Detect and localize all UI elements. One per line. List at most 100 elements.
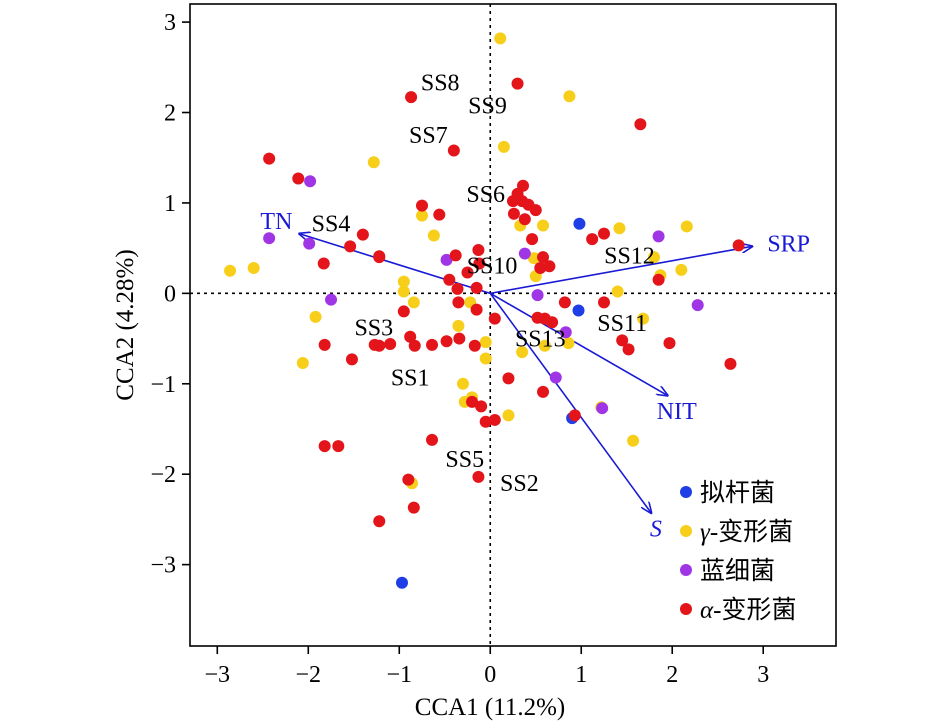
point-series-4 [453, 332, 466, 345]
point-series-4 [472, 470, 485, 483]
point-series-4 [507, 195, 519, 208]
point-series-4 [433, 208, 446, 221]
x-tick-label: −2 [296, 662, 322, 688]
point-series-2 [527, 252, 540, 265]
point-series-2 [680, 220, 693, 233]
point-series-4 [526, 233, 539, 246]
point-series-4 [452, 296, 465, 309]
y-tick-label: 2 [164, 101, 176, 127]
point-series-3 [518, 247, 531, 260]
point-series-4 [466, 395, 479, 408]
site-label-ss3: SS3 [354, 316, 393, 342]
site-label-ss1: SS1 [391, 365, 430, 391]
point-series-4 [473, 257, 486, 270]
site-label-ss8: SS8 [421, 71, 460, 97]
point-series-4 [318, 440, 331, 453]
point-series-2 [479, 352, 492, 365]
point-series-3 [652, 230, 665, 243]
y-axis-title: CCA2 (4.28%) [112, 249, 139, 400]
point-series-4 [543, 260, 556, 273]
point-series-3 [559, 326, 572, 339]
point-series-4 [263, 152, 276, 165]
point-series-4 [537, 385, 550, 398]
point-series-4 [461, 266, 474, 279]
x-axis-title: CCA1 (11.2%) [415, 694, 565, 721]
point-series-1 [572, 304, 585, 317]
point-series-2 [562, 337, 575, 350]
point-series-4 [472, 243, 485, 256]
point-series-2 [247, 262, 260, 275]
point-series-2 [537, 219, 550, 232]
x-tick-label: −1 [386, 662, 412, 688]
legend-label-4: α-变形菌 [700, 596, 796, 624]
plot-area [189, 3, 837, 647]
point-series-2 [637, 312, 650, 325]
point-series-4 [616, 334, 629, 347]
vector-label-nit: NIT [657, 399, 697, 425]
legend-label-3: 蓝细菌 [700, 557, 775, 585]
point-series-1 [573, 217, 586, 230]
point-series-2 [456, 377, 469, 390]
point-series-4 [507, 207, 520, 220]
point-series-3 [303, 237, 316, 250]
point-series-4 [470, 303, 483, 316]
point-series-3 [440, 253, 453, 266]
x-tick-label: 3 [757, 662, 769, 688]
legend-marker-4 [680, 603, 692, 615]
point-series-4 [447, 144, 460, 157]
point-series-2 [452, 319, 465, 332]
point-series-2 [502, 409, 515, 422]
point-series-3 [263, 232, 276, 245]
point-series-4 [732, 239, 745, 252]
point-series-4 [597, 227, 610, 240]
point-series-4 [443, 273, 456, 286]
point-series-3 [691, 299, 704, 312]
point-series-2 [309, 310, 322, 323]
point-series-4 [597, 296, 610, 309]
y-tick-label: 1 [164, 191, 176, 217]
point-series-4 [318, 338, 331, 351]
point-series-4 [373, 251, 386, 264]
reference-lines [190, 4, 836, 646]
point-series-4 [368, 338, 381, 351]
point-series-4 [407, 501, 420, 514]
point-series-2 [397, 285, 410, 298]
point-series-4 [511, 77, 524, 90]
point-series-2 [611, 285, 624, 298]
point-series-2 [224, 264, 237, 277]
vector-label-s: S [650, 516, 662, 542]
point-series-2 [538, 339, 551, 352]
point-series-4 [586, 233, 599, 246]
point-series-2 [563, 90, 576, 103]
point-series-2 [296, 356, 309, 369]
legend-marker-3 [680, 564, 692, 576]
point-series-3 [304, 175, 317, 188]
point-series-4 [397, 305, 410, 318]
point-series-2 [479, 336, 492, 349]
point-series-4 [529, 204, 542, 217]
point-series-4 [384, 337, 397, 350]
point-series-2 [613, 222, 626, 235]
point-series-4 [622, 343, 635, 356]
axis-ticks: −3 −2 −1 0 1 2 3 −3 −2 −1 0 1 2 3 [150, 10, 769, 688]
point-series-4 [724, 357, 737, 370]
site-label-ss4: SS4 [312, 212, 351, 238]
point-series-4 [449, 249, 462, 262]
sample-points [224, 32, 745, 589]
point-series-4 [475, 400, 488, 413]
point-series-2 [648, 251, 661, 264]
point-series-4 [534, 262, 547, 275]
y-tick-label: −1 [150, 372, 176, 398]
site-labels: SS8 SS9 SS7 SS6 SS4 SS10 SS12 SS3 SS11 SS13 SS1 SS5… [312, 71, 655, 498]
x-tick-label: 0 [484, 662, 496, 688]
point-series-4 [488, 413, 501, 426]
site-label-ss7: SS7 [409, 123, 448, 149]
legend-label-2: γ-变形菌 [700, 518, 793, 546]
point-series-3 [596, 402, 609, 415]
point-series-4 [451, 282, 464, 295]
point-series-4 [426, 338, 439, 351]
point-series-2 [416, 209, 429, 222]
point-series-4 [537, 251, 550, 264]
site-label-ss5: SS5 [445, 447, 484, 473]
